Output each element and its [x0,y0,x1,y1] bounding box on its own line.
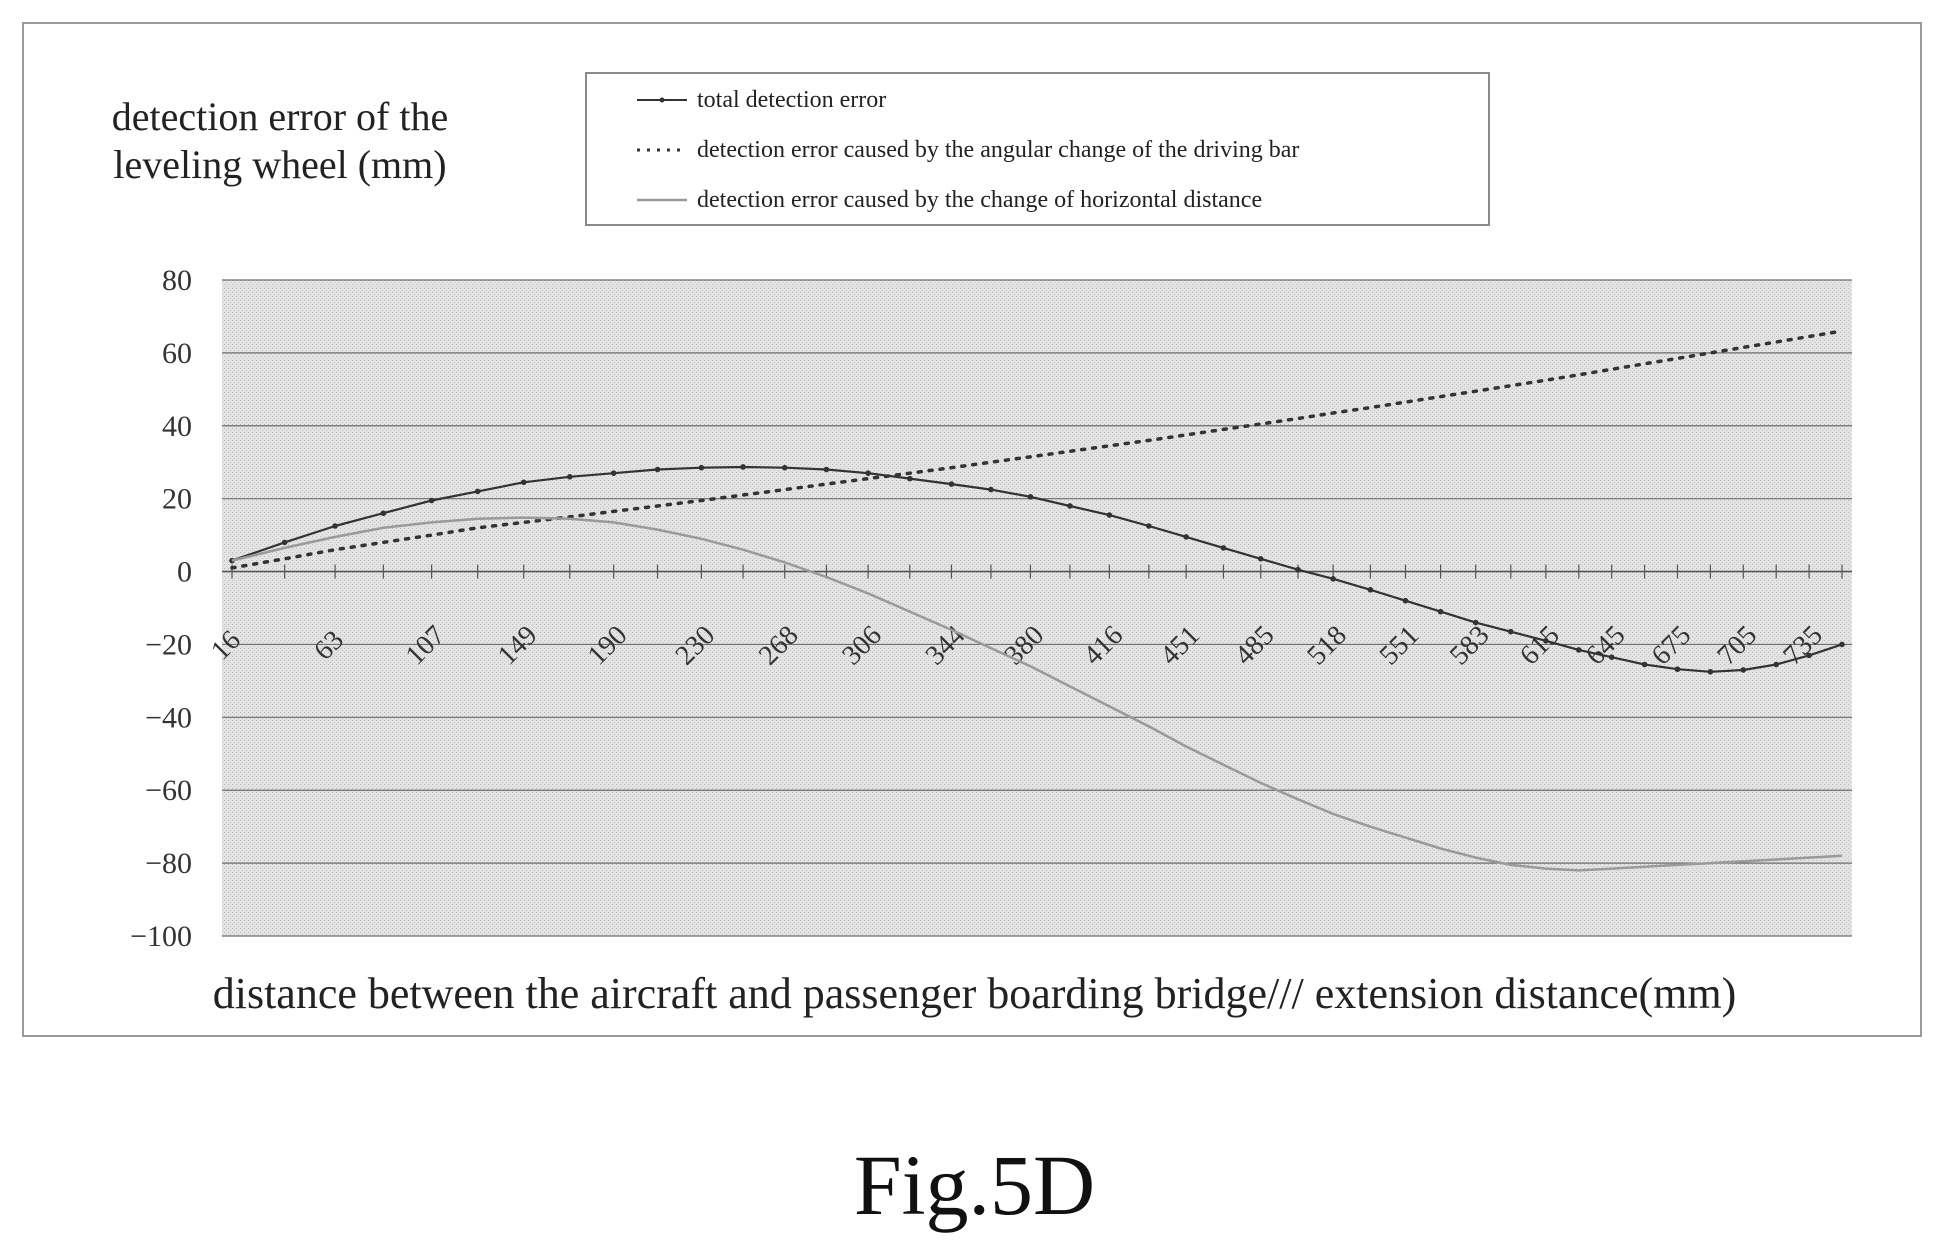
y-tick-label: −80 [145,847,192,880]
y-tick-label: −60 [145,774,192,807]
data-point [332,523,338,529]
data-point [949,481,955,487]
y-tick-label: −20 [145,628,192,661]
data-point [1543,638,1549,644]
y-tick-labels: 80 60 40 20 0 −20 −40 −60 −80 −100 [130,264,192,953]
data-point [1740,667,1746,673]
data-point [1642,662,1648,668]
data-point [1067,503,1073,509]
y-tick-label: 20 [162,483,192,516]
data-point [1295,567,1301,573]
y-tick-label: 0 [177,556,192,589]
x-axis-label: distance between the aircraft and passen… [0,968,1949,1019]
data-point [655,467,661,473]
data-point [1438,609,1444,615]
data-point [1806,653,1812,659]
data-point [1839,642,1845,648]
data-point [1675,666,1681,672]
data-point [988,487,994,493]
data-point [1609,654,1615,660]
figure-caption: Fig.5D [0,1135,1949,1235]
data-point [1576,647,1582,653]
data-point [1107,512,1113,518]
data-point [429,498,435,504]
plot-area [222,280,1852,936]
data-point [1330,576,1336,582]
data-point [1508,629,1514,635]
y-tick-label: −40 [145,701,192,734]
line-chart: 806040200−20−40−60−80−100 16631071491902… [0,0,1949,1000]
data-point [1221,545,1227,551]
data-point [1368,587,1374,593]
data-point [1773,662,1779,668]
data-point [1473,620,1479,626]
data-point [1146,523,1152,529]
data-point [475,489,481,495]
y-tick-label: 80 [162,264,192,297]
data-point [1403,598,1409,604]
data-point [824,467,830,473]
data-point [907,476,913,482]
data-point [782,465,788,471]
data-point [567,474,573,480]
data-point [1028,494,1034,500]
data-point [282,540,288,546]
data-point [611,470,617,476]
data-point [1708,669,1714,675]
data-point [381,510,387,516]
data-point [1183,534,1189,540]
y-tick-label: 60 [162,337,192,370]
data-point [699,465,705,471]
data-point [521,479,527,485]
y-tick-label: 40 [162,410,192,443]
data-point [865,470,871,476]
y-tick-label: −100 [130,920,192,953]
data-point [740,464,746,470]
data-point [1258,556,1264,562]
